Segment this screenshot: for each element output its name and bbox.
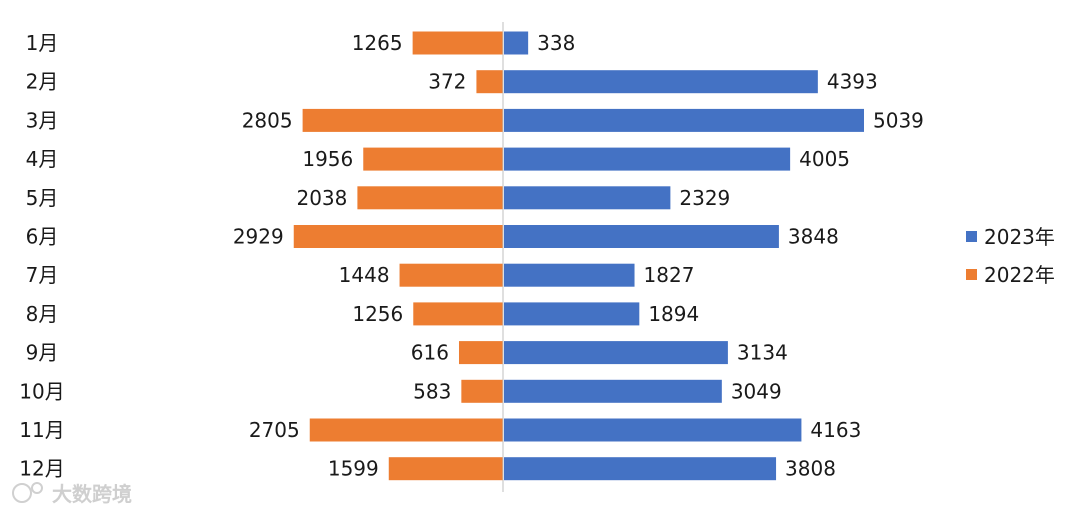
bars: [293, 31, 864, 481]
category-label: 8月: [26, 302, 59, 326]
bar-2023: [504, 225, 779, 248]
legend: 2023年 2022年: [966, 225, 1055, 287]
watermark: 大数跨境: [12, 482, 132, 506]
value-label: 3848: [788, 225, 839, 249]
category-label: 12月: [19, 457, 64, 481]
value-label: 1894: [648, 302, 699, 326]
value-label: 5039: [873, 108, 924, 132]
legend-label-2022: 2022年: [984, 263, 1055, 287]
value-label: 2805: [242, 108, 293, 132]
bar-2023: [504, 31, 529, 55]
value-label: 4005: [799, 147, 850, 171]
value-labels: 338 4393 5039 4005 2329 3848 1827 1894 3134 3049 4…: [233, 31, 924, 481]
bar-2022: [357, 186, 503, 210]
bar-2023: [504, 186, 671, 210]
bar-2023: [504, 457, 777, 481]
value-label: 1599: [328, 457, 379, 481]
bar-2023: [504, 302, 640, 326]
value-label: 616: [411, 341, 449, 365]
bar-2022: [399, 263, 503, 287]
bar-2022: [309, 418, 503, 442]
value-label: 583: [413, 379, 451, 403]
legend-swatch-2023: [966, 231, 977, 242]
value-label: 3049: [731, 379, 782, 403]
bar-2022: [461, 379, 503, 403]
value-label: 1448: [339, 263, 390, 287]
legend-label-2023: 2023年: [984, 225, 1055, 249]
legend-swatch-2022: [966, 269, 977, 280]
bar-2022: [458, 341, 503, 365]
bar-2023: [504, 147, 791, 171]
value-label: 372: [428, 70, 466, 94]
bar-2022: [412, 31, 503, 55]
value-label: 1956: [302, 147, 353, 171]
bar-2023: [504, 341, 728, 365]
value-label: 2929: [233, 225, 284, 249]
value-label: 1827: [644, 263, 695, 287]
category-label: 2月: [26, 70, 59, 94]
bar-2023: [504, 418, 802, 442]
value-label: 2705: [249, 418, 300, 442]
value-label: 4393: [827, 70, 878, 94]
watermark-text: 大数跨境: [52, 482, 132, 506]
bar-2022: [302, 108, 503, 132]
category-label: 10月: [19, 379, 64, 403]
category-label: 7月: [26, 263, 59, 287]
category-label: 6月: [26, 225, 59, 249]
value-label: 2329: [679, 186, 730, 210]
bar-2023: [504, 263, 635, 287]
bar-2023: [504, 70, 818, 94]
watermark-logo-icon: [12, 483, 32, 503]
value-label: 3808: [785, 457, 836, 481]
value-label: 2038: [296, 186, 347, 210]
bar-2022: [476, 70, 503, 94]
category-labels: 1月 2月 3月 4月 5月 6月 7月 8月 9月 10月 11月 12月: [19, 31, 64, 481]
value-label: 1265: [352, 31, 403, 55]
value-label: 3134: [737, 341, 788, 365]
value-label: 338: [537, 31, 575, 55]
bar-2023: [504, 108, 864, 132]
category-label: 3月: [26, 108, 59, 132]
category-label: 9月: [26, 341, 59, 365]
category-label: 1月: [26, 31, 59, 55]
bar-2023: [504, 379, 722, 403]
category-label: 11月: [19, 418, 64, 442]
category-label: 5月: [26, 186, 59, 210]
bar-2022: [363, 147, 503, 171]
bar-2022: [388, 457, 503, 481]
bar-2022: [293, 225, 503, 248]
value-label: 4163: [810, 418, 861, 442]
value-label: 1256: [352, 302, 403, 326]
bar-2022: [413, 302, 503, 326]
category-label: 4月: [26, 147, 59, 171]
